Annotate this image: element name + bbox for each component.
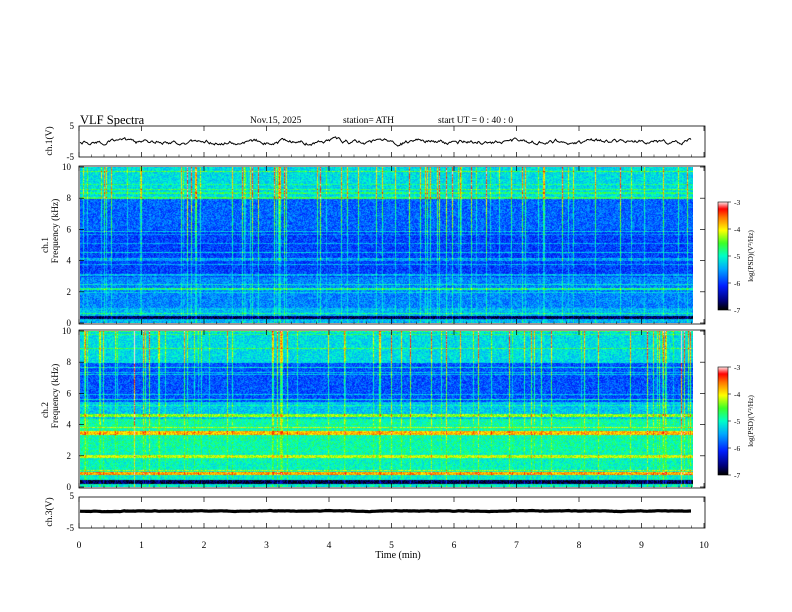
ch2-spectrogram-image — [80, 331, 693, 487]
ch2-spectrogram-yticks: 0 2 4 6 8 10 — [62, 326, 705, 492]
ch1-colorbar-gradient — [718, 202, 728, 310]
yticks2-label-10: 10 — [62, 326, 72, 336]
yticks1-label-6: 6 — [67, 224, 72, 234]
ch1-waveform-ylabel: ch.1(V) — [44, 126, 55, 155]
yticks2-label-8: 8 — [67, 357, 72, 367]
x-axis-tick-label-6: 6 — [452, 541, 457, 551]
ch1-waveform-frame — [78, 125, 706, 158]
ch2-colorbar-label: log(PSD)(V²/Hz) — [746, 395, 755, 447]
x-axis-tick-label-10: 10 — [699, 541, 709, 551]
yticks1-label-4: 4 — [67, 256, 72, 266]
figure-title: VLF Spectra — [80, 113, 145, 127]
cbticks1-label--4: -4 — [734, 225, 740, 234]
ch2-colorbar: -3 -4 -5 -6 -7 log(PSD)(V²/Hz) — [717, 363, 755, 480]
yticks1-label-0: 0 — [67, 318, 72, 328]
yticks2-label-0: 0 — [67, 482, 72, 492]
cbticks1-label--6: -6 — [734, 279, 740, 288]
ch3-ytick-bottom: -5 — [67, 523, 75, 533]
x-axis-tick-label-4: 4 — [327, 541, 332, 551]
start-time-label: start UT = 0 : 40 : 0 — [438, 116, 513, 126]
cbticks2-label--3: -3 — [734, 363, 740, 372]
x-axis-tick-label-0: 0 — [77, 541, 82, 551]
cbticks1-label--5: -5 — [734, 252, 740, 261]
cbticks1-label--3: -3 — [734, 198, 740, 207]
ch1-colorbar-label: log(PSD)(V²/Hz) — [746, 230, 755, 282]
ch3-waveform-trace — [79, 508, 691, 514]
cbticks2-label--4: -4 — [734, 390, 740, 399]
yticks2-label-6: 6 — [67, 388, 72, 398]
x-axis-tick-label-7: 7 — [514, 541, 519, 551]
ch1-spectrogram-image — [80, 167, 693, 323]
ch3-waveform-panel: 5 -5 ch.3(V) — [44, 491, 706, 533]
ch2-colorbar-gradient — [718, 367, 728, 475]
yticks1-label-2: 2 — [67, 287, 72, 297]
x-axis-tick-label-3: 3 — [264, 541, 269, 551]
ch1-waveform-panel: 5 -5 ch.1(V) — [44, 121, 706, 162]
ch2-spectrogram-ylabel-channel: ch.2 — [41, 402, 51, 418]
ch3-waveform-frame — [78, 496, 706, 529]
date-label: Nov.15, 2025 — [250, 116, 302, 126]
ch3-ytick-top: 5 — [70, 491, 75, 501]
cbticks2-label--6: -6 — [734, 444, 740, 453]
x-axis-tick-label-1: 1 — [139, 541, 144, 551]
x-axis-ticks — [78, 126, 705, 528]
x-axis-label: Time (min) — [375, 550, 420, 561]
ch1-colorbar: -3 -4 -5 -6 -7 log(PSD)(V²/Hz) — [717, 198, 755, 315]
ch2-colorbar-ticks: -3 -4 -5 -6 -7 — [728, 363, 740, 480]
ch1-ytick-bottom: -5 — [67, 152, 75, 162]
cbticks2-label--7: -7 — [734, 471, 740, 480]
cbticks1-label--7: -7 — [734, 306, 740, 315]
ch1-spectrogram-panel: ch.1 Frequency (kHz) 0 2 4 6 8 10 — [41, 162, 706, 328]
ch1-spectrogram-ylabel: Frequency (kHz) — [50, 199, 61, 264]
x-axis-tick-label-5: 5 — [389, 541, 394, 551]
ch1-ytick-top: 5 — [70, 121, 75, 131]
station-label: station= ATH — [343, 116, 394, 126]
yticks1-label-8: 8 — [67, 193, 72, 203]
yticks1-label-10: 10 — [62, 162, 72, 172]
ch1-spectrogram-yticks: 0 2 4 6 8 10 — [62, 162, 705, 328]
x-axis-tick-label-9: 9 — [639, 541, 644, 551]
ch1-waveform-trace — [79, 136, 692, 147]
yticks2-label-2: 2 — [67, 451, 72, 461]
x-axis-tick-labels: 0 1 2 3 4 5 6 7 8 9 10 — [77, 541, 709, 551]
x-axis-tick-label-2: 2 — [202, 541, 207, 551]
cbticks2-label--5: -5 — [734, 417, 740, 426]
ch3-waveform-ylabel: ch.3(V) — [44, 497, 55, 526]
ch1-spectrogram-ylabel-channel: ch.1 — [41, 237, 51, 253]
ch1-colorbar-ticks: -3 -4 -5 -6 -7 — [728, 198, 740, 315]
ch2-spectrogram-ylabel: Frequency (kHz) — [50, 364, 61, 429]
ch2-spectrogram-panel: ch.2 Frequency (kHz) 0 2 4 6 8 10 — [41, 326, 706, 492]
yticks2-label-4: 4 — [67, 420, 72, 430]
x-axis-tick-label-8: 8 — [577, 541, 582, 551]
